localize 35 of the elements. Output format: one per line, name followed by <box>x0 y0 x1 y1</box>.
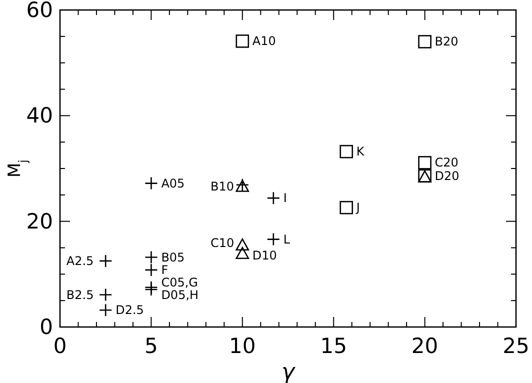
annotation: B2.5 <box>66 288 94 302</box>
annotation: F <box>161 262 168 277</box>
x-tick-label: 20 <box>411 334 438 358</box>
annotation: D10 <box>252 248 277 263</box>
annotation: J <box>355 200 360 215</box>
annotation: B20 <box>434 34 458 49</box>
y-tick-label: 60 <box>26 0 53 22</box>
x-tick-label: 5 <box>144 334 158 358</box>
point <box>236 238 250 251</box>
annotation: A10 <box>252 34 276 48</box>
annotation: C20 <box>434 156 458 170</box>
annotation: C10 <box>210 236 234 250</box>
x-tick-label: 25 <box>502 334 530 358</box>
x-tick-label: 15 <box>320 334 347 358</box>
point <box>236 246 250 260</box>
point <box>340 144 354 158</box>
point <box>236 34 250 48</box>
y-tick-label: 0 <box>40 315 53 339</box>
annotation: A05 <box>161 176 185 190</box>
point <box>418 35 432 48</box>
annotation: D05,H <box>161 288 199 302</box>
annotation: C05,G <box>161 275 198 290</box>
y-tick-label: 20 <box>26 209 53 234</box>
point <box>418 156 432 170</box>
annotation: B05 <box>161 250 185 264</box>
annotation: B10 <box>210 179 234 194</box>
annotation: D2.5 <box>116 303 144 318</box>
annotation: D20 <box>434 168 460 183</box>
x-tick-label: 10 <box>229 334 256 358</box>
annotation: L <box>283 232 290 246</box>
y-tick-label: 40 <box>26 104 53 128</box>
annotation: I <box>283 191 287 206</box>
annotation: A2.5 <box>66 254 94 268</box>
annotation: K <box>356 144 366 159</box>
point <box>340 200 354 214</box>
